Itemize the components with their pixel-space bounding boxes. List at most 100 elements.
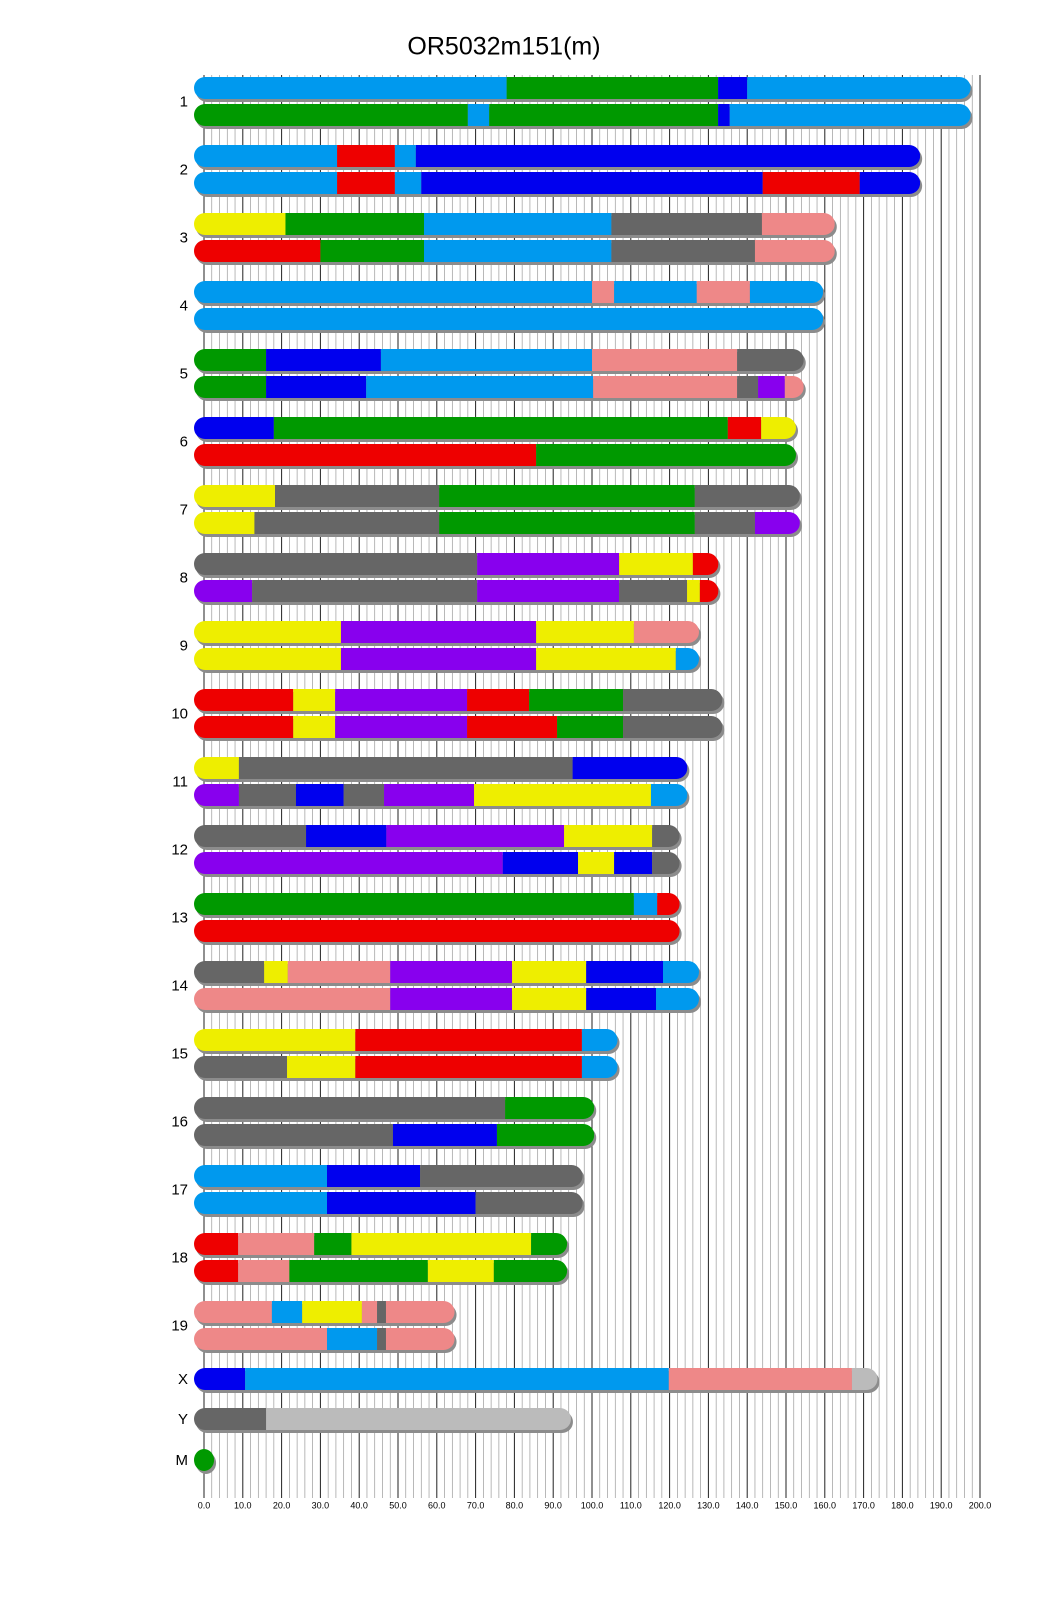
segment <box>194 716 294 738</box>
segment <box>194 1192 327 1214</box>
segment <box>737 376 759 398</box>
segment <box>675 648 699 670</box>
segment <box>502 852 579 874</box>
x-tick-label: 160.0 <box>814 1500 837 1510</box>
segments <box>194 376 804 398</box>
segment <box>194 145 338 167</box>
segment <box>506 77 719 99</box>
segments <box>194 1301 455 1323</box>
chromosome-label: 9 <box>180 637 188 654</box>
segment <box>729 104 971 126</box>
segment <box>266 349 381 371</box>
haplotype <box>194 825 682 850</box>
segment <box>619 553 693 575</box>
segment <box>194 553 478 575</box>
segment <box>467 689 530 711</box>
segment <box>194 988 391 1010</box>
segment <box>493 1260 568 1282</box>
segment <box>489 104 719 126</box>
x-tick-label: 40.0 <box>350 1500 368 1510</box>
segment <box>761 213 835 235</box>
segment <box>475 1192 583 1214</box>
segment <box>536 444 796 466</box>
haplotype <box>194 1165 585 1190</box>
chromosome-label: 19 <box>171 1317 188 1334</box>
segment <box>340 648 537 670</box>
segment <box>687 580 700 602</box>
segments <box>194 621 699 643</box>
segment <box>266 1408 571 1430</box>
segment <box>194 648 341 670</box>
haplotype <box>194 716 725 741</box>
haplotype <box>194 172 923 197</box>
segment <box>578 852 615 874</box>
chromosome-label: 18 <box>171 1249 188 1266</box>
segments <box>194 104 971 126</box>
x-tick-label: 150.0 <box>775 1500 798 1510</box>
segment <box>194 104 468 126</box>
haplotype <box>194 145 923 170</box>
chromosome-label: 10 <box>171 705 188 722</box>
chart-title: OR5032m151(m) <box>407 33 600 61</box>
segments <box>194 961 699 983</box>
segment <box>254 512 440 534</box>
chromosome-label: 1 <box>180 93 188 110</box>
segment <box>377 1328 386 1350</box>
segment <box>194 512 255 534</box>
segment <box>727 417 762 439</box>
segment <box>668 1368 852 1390</box>
segment <box>355 1056 582 1078</box>
segment <box>536 648 676 670</box>
segment <box>592 281 615 303</box>
haplotype <box>194 1233 570 1258</box>
segment <box>194 77 507 99</box>
segment <box>194 961 265 983</box>
haplotype <box>194 920 682 945</box>
segment <box>656 988 699 1010</box>
segment <box>692 553 719 575</box>
segment <box>326 1328 378 1350</box>
chromosome-label: 15 <box>171 1045 188 1062</box>
segment <box>194 417 274 439</box>
x-tick-label: 200.0 <box>969 1500 992 1510</box>
haplotype <box>194 1192 585 1217</box>
haplotype <box>194 689 725 714</box>
segment <box>194 172 338 194</box>
segments <box>194 308 824 330</box>
segments <box>194 240 835 262</box>
segments <box>194 145 921 167</box>
segment <box>633 621 699 643</box>
segment <box>592 349 738 371</box>
segment <box>611 213 762 235</box>
x-tick-label: 120.0 <box>658 1500 681 1510</box>
segment <box>287 1056 356 1078</box>
segment <box>340 621 537 643</box>
segments <box>194 281 824 303</box>
segment <box>194 485 276 507</box>
haplotype <box>194 988 701 1013</box>
segment <box>633 893 658 915</box>
haplotype <box>194 240 837 265</box>
segments <box>194 1449 215 1471</box>
segments <box>194 893 680 915</box>
segment <box>380 349 592 371</box>
segments <box>194 716 723 738</box>
segment <box>194 852 503 874</box>
x-tick-label: 140.0 <box>736 1500 759 1510</box>
x-tick-label: 0.0 <box>198 1500 211 1510</box>
haplotype <box>194 1029 620 1054</box>
haplotype <box>194 648 701 673</box>
segment <box>194 281 592 303</box>
haplotype <box>194 104 973 129</box>
segment <box>351 1233 532 1255</box>
chromosome-label: 11 <box>172 773 188 790</box>
segment <box>694 512 755 534</box>
x-tick-label: 50.0 <box>389 1500 407 1510</box>
segment <box>289 1260 428 1282</box>
haplotype <box>194 621 701 646</box>
segment <box>355 1029 582 1051</box>
segment <box>273 417 728 439</box>
segment <box>337 145 395 167</box>
segment <box>386 825 565 847</box>
segment <box>663 961 699 983</box>
